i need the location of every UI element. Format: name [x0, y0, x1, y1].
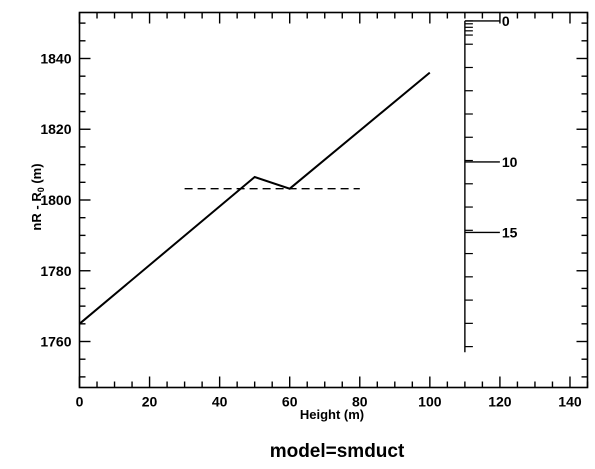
- y-title-sub: 0: [36, 187, 46, 192]
- x-tick-label: 80: [352, 394, 368, 410]
- y-tick-label: 1840: [40, 50, 71, 66]
- inset-tick-label: 0: [502, 13, 510, 29]
- y-axis-title: nR - R0 (m): [29, 163, 46, 230]
- plot-frame: [78, 11, 589, 389]
- x-tick-label: 120: [488, 394, 512, 410]
- y-title-unit: (m): [29, 163, 44, 187]
- x-tick-label: 140: [558, 394, 582, 410]
- y-tick-label: 1800: [40, 192, 71, 208]
- x-tick-label: 100: [418, 394, 442, 410]
- y-title-main: nR - R: [29, 192, 44, 231]
- x-tick-label: 20: [142, 394, 158, 410]
- x-tick-label: 0: [76, 394, 84, 410]
- inset-tick-label: 10: [502, 154, 518, 170]
- y-tick-label: 1820: [40, 121, 71, 137]
- x-tick-label: 60: [282, 394, 298, 410]
- y-axis-ticks: 1760 1780 1800 1820 1840: [40, 22, 588, 378]
- series-layer: [78, 71, 431, 325]
- inset-scale: 0 10 15: [464, 13, 518, 353]
- y-tick-label: 1760: [40, 334, 71, 350]
- profile-line: [78, 71, 431, 325]
- y-tick-label: 1780: [40, 263, 71, 279]
- x-axis-title: Height (m): [300, 407, 364, 422]
- x-axis-ticks: 0 20 40 60 80 100 120 140: [76, 12, 589, 410]
- inset-tick-label: 15: [502, 224, 518, 240]
- model-caption: model=smduct: [270, 441, 405, 462]
- x-tick-label: 40: [212, 394, 228, 410]
